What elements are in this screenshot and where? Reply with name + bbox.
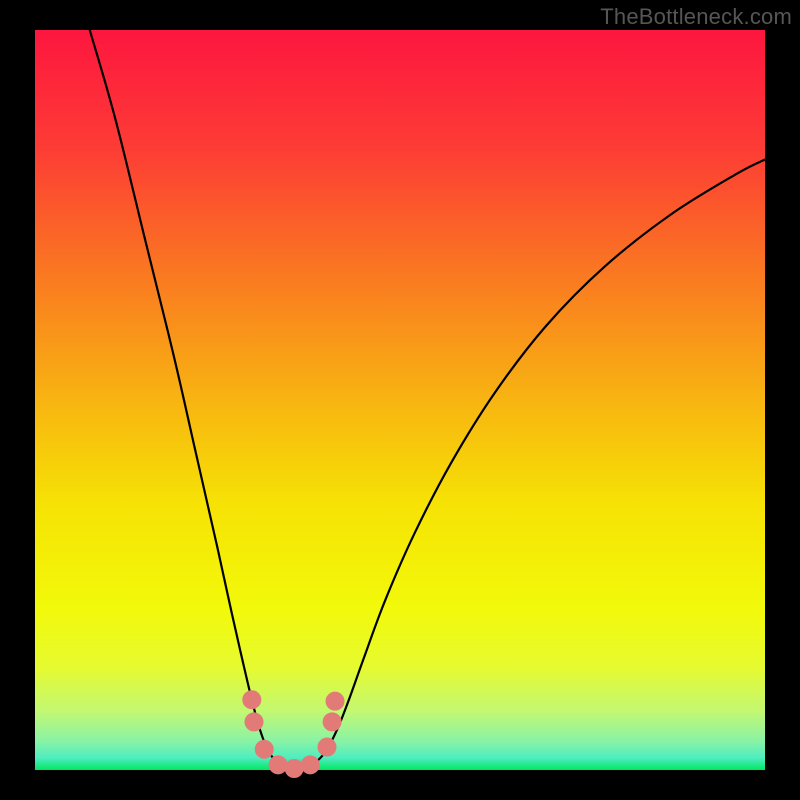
valley-marker [269,756,287,774]
valley-marker [255,740,273,758]
bottleneck-chart [0,0,800,800]
valley-marker [285,760,303,778]
valley-marker [323,713,341,731]
valley-marker [326,692,344,710]
valley-marker [301,756,319,774]
plot-background [35,30,765,770]
valley-marker [318,738,336,756]
watermark-text: TheBottleneck.com [600,4,792,30]
valley-marker [243,691,261,709]
valley-marker [245,713,263,731]
